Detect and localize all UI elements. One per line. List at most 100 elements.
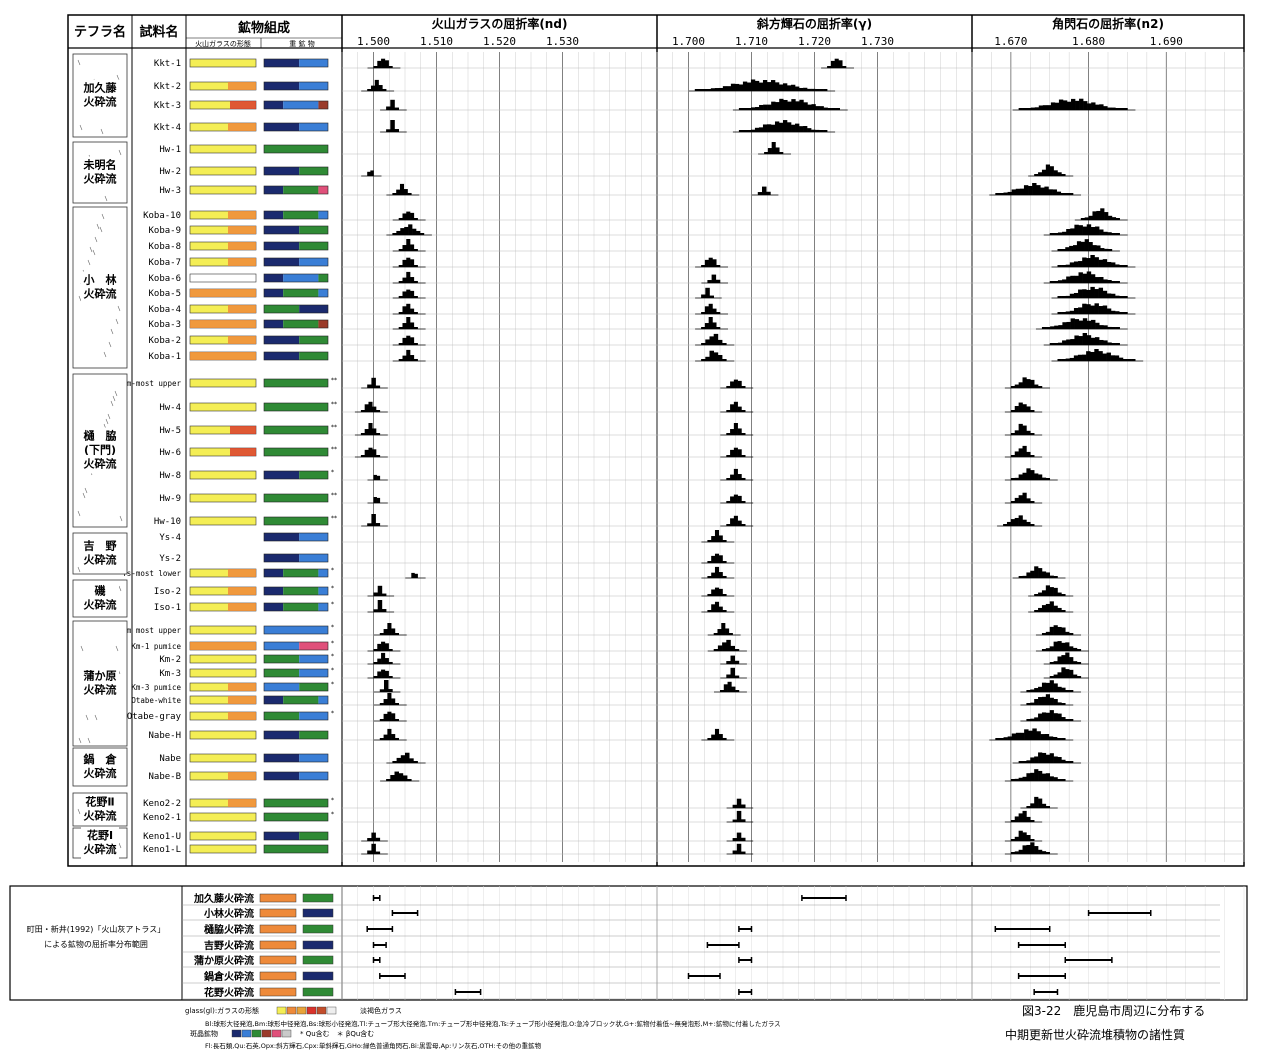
heavy-mineral-segment: [264, 569, 284, 577]
header-heavy: 重 鉱 物: [289, 39, 314, 48]
glass-composition-bar: [189, 844, 257, 854]
histogram-bar: [803, 87, 808, 91]
tephra-pattern-mark: [103, 351, 107, 358]
histogram-bar: [1026, 498, 1031, 503]
sample-note: *: [331, 469, 334, 476]
tick-label-nd: 1.520: [483, 35, 516, 48]
histogram-bar: [1057, 232, 1063, 235]
histogram-bar: [1030, 470, 1035, 480]
tephra-name: 小 林: [83, 273, 117, 287]
histogram-bar: [377, 643, 382, 651]
reference-glass-swatch: [259, 924, 297, 934]
histogram-bar: [755, 107, 760, 110]
histogram-bar: [1080, 218, 1085, 220]
histogram-bar: [1022, 832, 1027, 841]
histogram-bar: [1061, 594, 1066, 596]
histogram-bar: [811, 104, 816, 110]
sample-label: Keno2-1: [143, 813, 181, 823]
histogram-bar: [795, 101, 800, 110]
histogram-bar: [1057, 686, 1062, 692]
histogram-bar: [384, 670, 389, 678]
histogram-bar: [799, 126, 804, 132]
figure-caption-line2: 中期更新世火砕流堆積物の諸性質: [1005, 1028, 1186, 1042]
histogram-bar: [1053, 170, 1058, 176]
histogram-bar: [381, 669, 386, 678]
histogram-bar: [834, 58, 839, 68]
histogram-bar: [414, 573, 418, 578]
histogram-bar: [762, 186, 767, 195]
heavy-mineral-segment: [264, 82, 300, 90]
histogram-bar: [384, 643, 389, 651]
heavy-mineral-segment: [264, 731, 300, 739]
heavy-mineral-segment: [283, 186, 319, 194]
histogram-bar: [1022, 404, 1027, 412]
histogram-bar: [718, 734, 723, 740]
heavy-mineral-segment: [318, 289, 328, 297]
histogram-bar: [1052, 189, 1057, 195]
histogram-bar: [711, 572, 716, 578]
tephra-pattern-mark: [80, 645, 84, 652]
heavy-mineral-bar: [263, 668, 329, 678]
histogram-bar: [376, 410, 381, 412]
histogram-bar: [1061, 687, 1066, 692]
histogram-bar: [1084, 217, 1089, 220]
header-sample: 試料名: [139, 24, 178, 40]
histogram-bar: [1053, 233, 1059, 235]
histogram-bar: [1069, 310, 1075, 314]
heavy-mineral-segment: [299, 533, 328, 541]
histogram-bar: [1041, 477, 1047, 480]
histogram-bar: [1038, 386, 1043, 388]
histogram-bar: [1087, 103, 1092, 110]
legend-glass-swatch: [276, 1006, 287, 1015]
histogram-bar: [1122, 359, 1128, 361]
histogram-bar: [1069, 657, 1074, 664]
histogram-bar: [1086, 335, 1092, 345]
tephra-name: 花野Ⅱ: [85, 795, 114, 809]
reference-glass-swatch: [259, 955, 297, 965]
sample-note: *: [331, 585, 334, 592]
histogram-bar: [766, 124, 772, 132]
histogram-bar: [1054, 102, 1060, 110]
histogram-bar: [1062, 100, 1068, 110]
histogram-bar: [388, 661, 393, 664]
heavy-mineral-bar: [263, 753, 329, 763]
histogram-bar: [1084, 239, 1089, 251]
sample-label: Koba-9: [148, 226, 181, 236]
histogram-bar: [1014, 836, 1019, 841]
histogram-bar: [1086, 224, 1092, 235]
glass-composition-bar: [189, 831, 257, 841]
heavy-mineral-segment: [264, 655, 300, 663]
histogram-bar: [1106, 308, 1112, 314]
histogram-bar: [410, 337, 415, 345]
histogram-bar: [402, 355, 407, 361]
histogram-bar: [730, 381, 735, 388]
heavy-mineral-bar: [263, 798, 329, 808]
histogram-bar: [402, 213, 407, 220]
heavy-mineral-segment: [299, 554, 328, 562]
histogram-bar: [1070, 275, 1075, 283]
tephra-pattern-mark: [118, 149, 122, 156]
histogram-bar: [728, 633, 733, 635]
histogram-bar: [1061, 249, 1066, 251]
heavy-mineral-segment: [264, 242, 300, 250]
glass-composition-bar: [189, 668, 257, 678]
histogram-bar: [1065, 631, 1070, 635]
histogram-bar: [388, 676, 393, 678]
histogram-bar: [713, 633, 718, 635]
histogram-bar: [1034, 384, 1039, 388]
heavy-mineral-bar: [263, 695, 329, 705]
tephra-pattern-mark: [107, 413, 111, 420]
histogram-bar: [733, 423, 738, 435]
histogram-bar: [1014, 816, 1019, 822]
histogram-bar: [1098, 351, 1103, 361]
histogram-bar: [1053, 777, 1058, 781]
histogram-bar: [388, 649, 393, 651]
histogram-bar: [1052, 736, 1058, 740]
glass-composition-bar: [189, 730, 257, 740]
histogram-bar: [1058, 325, 1063, 329]
histogram-bar: [1022, 445, 1027, 457]
histogram-bar: [1040, 734, 1045, 740]
histogram-bar: [1098, 259, 1104, 267]
histogram-bar: [726, 478, 731, 480]
histogram-bar: [1014, 430, 1019, 435]
